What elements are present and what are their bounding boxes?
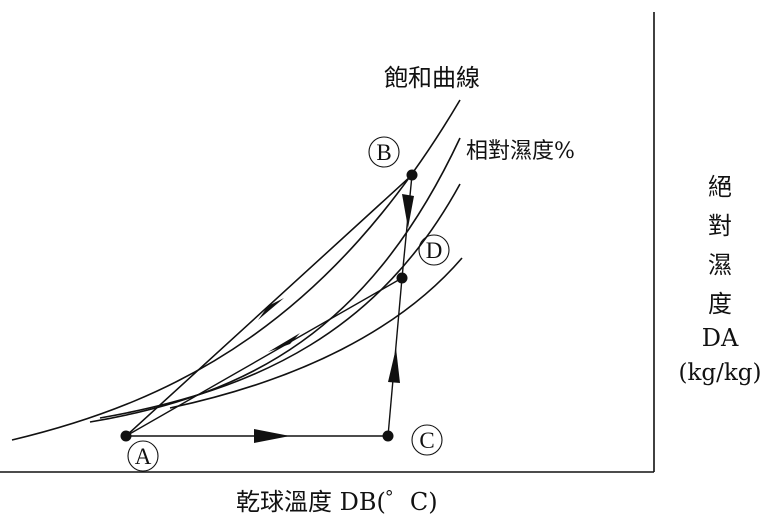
point-b-label: B [376, 140, 391, 165]
y-axis-label-char-1: 絕 [708, 173, 732, 201]
rh-curve-3 [169, 257, 463, 409]
y-axis-label-char-2: 對 [708, 212, 732, 240]
x-axis-label: 乾球溫度 DB(゜C) [236, 488, 438, 516]
label-circle-c [411, 424, 443, 456]
point-a-label: A [135, 444, 152, 469]
point-d [396, 272, 408, 284]
saturation-curve-label: 飽和曲線 [384, 64, 480, 92]
point-c [382, 430, 394, 442]
rh-curve-label: 相對濕度% [466, 139, 575, 164]
arrow-a-to-c [254, 429, 290, 443]
arrow-b-to-d [402, 194, 414, 228]
y-axis-label-char-3: 濕 [708, 251, 732, 279]
point-b [406, 169, 418, 181]
saturation-curve [11, 99, 461, 441]
point-a [120, 430, 132, 442]
label-circle-d [418, 234, 450, 266]
point-d-label: D [426, 238, 443, 263]
point-c-label: C [419, 428, 434, 453]
label-circle-b [368, 136, 400, 168]
label-circle-a [127, 440, 159, 472]
arrow-c-to-d [388, 348, 400, 383]
arrow-d-to-a [268, 333, 300, 352]
path-b-to-d [401, 174, 413, 279]
y-axis-label-char-4: 度 [708, 290, 732, 318]
arrow-a-to-b [258, 298, 284, 320]
rh-curve-2 [99, 183, 461, 419]
rh-curve-1 [89, 137, 461, 423]
y-axis-label-unit: (kg/kg) [678, 360, 761, 386]
y-axis-label-abbrev: DA [702, 324, 739, 352]
path-d-to-a [125, 277, 403, 437]
